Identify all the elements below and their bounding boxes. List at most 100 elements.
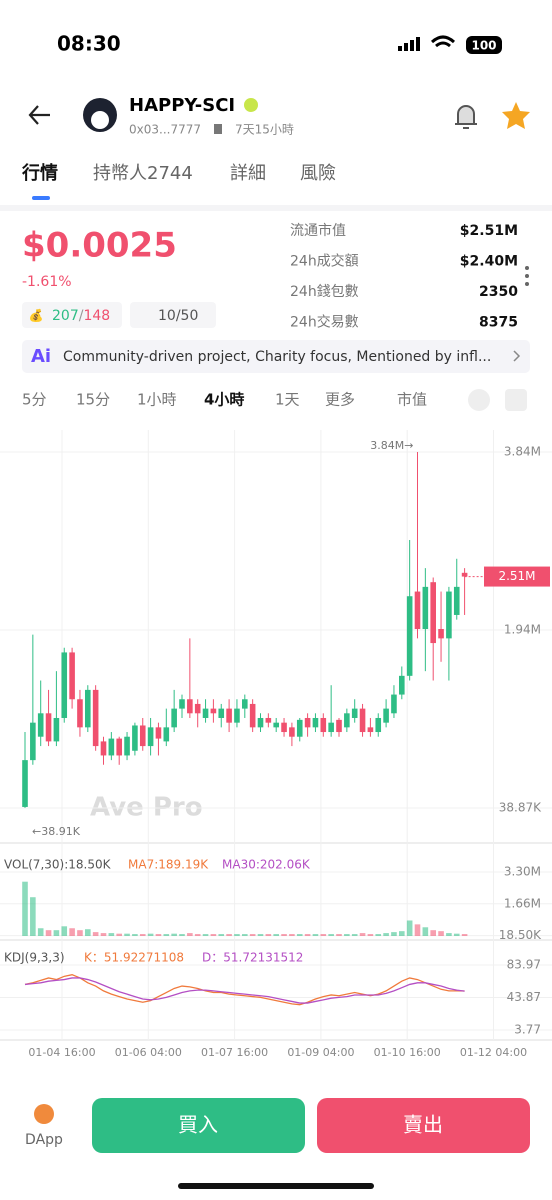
candle-body — [296, 719, 303, 737]
indicator-btn[interactable] — [468, 389, 490, 411]
volume-bar — [226, 934, 232, 936]
volume-bar — [281, 934, 287, 936]
candle-body — [108, 738, 115, 756]
volume-legend: MA7:189.19K — [128, 858, 209, 872]
tab[interactable]: 行情 — [21, 162, 58, 184]
ai-icon: Ai — [31, 346, 51, 367]
trade-count: 207/148 — [52, 308, 110, 324]
back[interactable] — [28, 105, 50, 125]
age: 7天15小時 — [235, 123, 294, 137]
dapp[interactable]: DApp — [25, 1132, 63, 1148]
rank-pill[interactable] — [130, 302, 216, 328]
volume-bar — [391, 932, 397, 936]
kdj-legend: K：51.92271108 — [84, 951, 184, 965]
volume-bar — [461, 934, 468, 936]
interval[interactable]: 市值 — [397, 391, 427, 409]
sell-btn[interactable] — [317, 1098, 530, 1153]
interval[interactable]: 更多 — [325, 391, 355, 409]
volume-bar — [438, 931, 444, 936]
interval[interactable]: 1天 — [275, 391, 300, 409]
settings-btn[interactable] — [505, 389, 527, 411]
dapp-icon[interactable] — [34, 1104, 54, 1124]
buy-label: 買入 — [178, 1113, 218, 1137]
candle-body — [453, 586, 460, 615]
volume-bar — [202, 934, 209, 936]
stat-label: 流通市值 — [290, 222, 346, 239]
more-menu[interactable] — [525, 266, 529, 286]
candle-body — [399, 675, 405, 695]
interval[interactable]: 15分 — [76, 391, 110, 409]
volume-bar — [351, 934, 358, 936]
candle-body — [304, 717, 311, 728]
star[interactable] — [502, 102, 530, 129]
kdj-legend: KDJ(9,3,3) — [4, 951, 65, 965]
y-tick-label: 1.94M — [504, 622, 541, 636]
volume-bar — [289, 934, 295, 936]
x-tick-label: 01-04 16:00 — [28, 1046, 95, 1059]
interval[interactable]: 5分 — [22, 391, 47, 409]
volume-bar — [453, 933, 460, 936]
volume-bar — [100, 933, 107, 936]
volume-bar — [375, 934, 382, 936]
stat-value: $2.40M — [460, 254, 518, 270]
candle-body — [383, 708, 389, 723]
candle-body — [406, 596, 413, 676]
divider — [0, 205, 552, 211]
volume-bar — [53, 930, 60, 936]
volume-bar — [414, 924, 421, 936]
bag-icon: 💰 — [29, 309, 44, 323]
y-tick-label: 1.66M — [504, 896, 541, 910]
tab[interactable]: 持幣人2744 — [93, 163, 193, 184]
x-tick-label: 01-12 04:00 — [460, 1046, 527, 1059]
copy-icon[interactable] — [214, 124, 222, 134]
candle-body — [328, 722, 334, 733]
volume-bar — [61, 926, 68, 936]
volume-bar — [422, 927, 429, 936]
candle-body — [375, 717, 382, 733]
candle-body — [265, 717, 272, 723]
volume-bar — [249, 934, 256, 936]
tab[interactable]: 詳細 — [230, 163, 266, 184]
ai-bar[interactable] — [22, 340, 530, 373]
candle-body — [100, 741, 107, 756]
chevron — [513, 350, 521, 362]
bell[interactable] — [455, 105, 477, 129]
interval[interactable]: 1小時 — [137, 391, 177, 409]
avatar-face — [91, 111, 109, 129]
current-label: 2.51M — [498, 569, 535, 583]
volume-bar — [336, 934, 342, 936]
volume-bar — [30, 897, 36, 936]
interval[interactable]: 4小時 — [204, 391, 244, 409]
candle-body — [179, 699, 185, 709]
token-name: HAPPY-SCI — [129, 95, 235, 116]
volume-bar — [132, 934, 138, 936]
candle-body — [461, 572, 468, 577]
rank: 10/50 — [158, 308, 198, 324]
stat-value: $2.51M — [460, 223, 518, 239]
volume-bar — [218, 934, 225, 936]
candle-body — [187, 699, 193, 714]
y-tick-label: 38.87K — [499, 801, 542, 815]
buy-btn[interactable] — [92, 1098, 305, 1153]
candle-body — [202, 708, 209, 718]
address[interactable]: 0x03...7777 — [129, 123, 201, 137]
volume-bar — [242, 934, 248, 936]
candle-body — [226, 708, 232, 723]
candle-body — [132, 725, 138, 751]
tab[interactable]: 風險 — [300, 163, 336, 184]
volume-bar — [265, 934, 272, 936]
volume-bar — [430, 930, 436, 936]
candle-body — [312, 717, 319, 728]
y-tick-label: 3.30M — [504, 865, 541, 879]
volume-bar — [328, 934, 334, 936]
candle-body — [45, 713, 52, 742]
candle-body — [351, 708, 358, 718]
volume-bar — [85, 929, 91, 936]
candle-body — [281, 722, 287, 733]
high-label: 3.84M→ — [370, 439, 413, 452]
y-tick-label: 83.97 — [507, 958, 541, 972]
stat-value: 2350 — [479, 284, 518, 300]
volume-bar — [179, 934, 185, 936]
